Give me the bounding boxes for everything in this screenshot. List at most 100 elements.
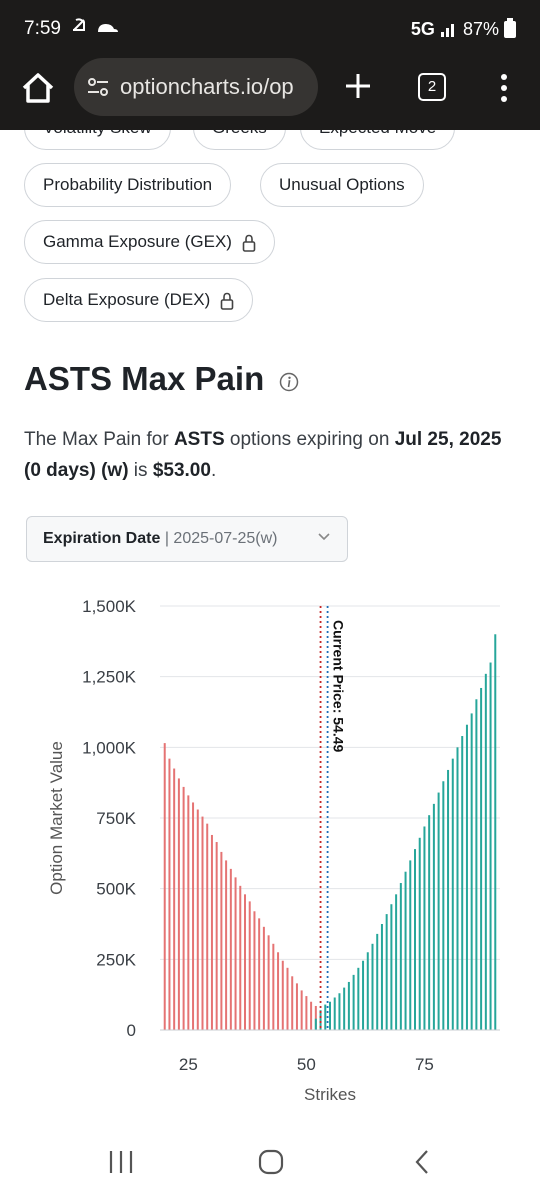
- chip-label: Delta Exposure (DEX): [43, 290, 211, 309]
- call-bar: [319, 1010, 322, 1030]
- put-bar: [168, 758, 171, 1030]
- more-menu-icon[interactable]: [492, 70, 516, 106]
- back-icon[interactable]: [412, 1149, 432, 1175]
- chip-gamma-exposure[interactable]: Gamma Exposure (GEX): [24, 220, 275, 264]
- put-bar: [281, 960, 284, 1030]
- call-bar: [432, 803, 435, 1030]
- y-tick-label: 1,500K: [82, 597, 137, 616]
- put-bar: [272, 943, 275, 1030]
- call-bar: [442, 781, 445, 1030]
- signal-icon: [440, 24, 454, 37]
- info-icon[interactable]: [279, 372, 299, 392]
- expiration-separator: |: [164, 530, 174, 547]
- put-bar: [267, 935, 270, 1030]
- desc-mid: options expiring on: [224, 429, 395, 450]
- call-bar: [343, 987, 346, 1030]
- call-bar: [357, 967, 360, 1030]
- call-bar: [380, 924, 383, 1030]
- call-bar: [451, 758, 454, 1030]
- call-bar: [347, 981, 350, 1030]
- put-bar: [248, 901, 251, 1030]
- y-axis-title: Option Market Value: [47, 741, 66, 895]
- put-bar: [277, 952, 280, 1030]
- put-bar: [210, 834, 213, 1030]
- call-bar: [362, 960, 365, 1030]
- put-bar: [163, 743, 166, 1030]
- call-bar: [418, 837, 421, 1030]
- put-bar: [225, 860, 228, 1030]
- chip-probability-distribution[interactable]: Probability Distribution: [24, 163, 232, 207]
- recent-apps-icon[interactable]: [108, 1149, 134, 1175]
- expiration-date-select[interactable]: Expiration Date | 2025-07-25(w): [26, 516, 348, 562]
- chip-unusual-options[interactable]: Unusual Options: [260, 163, 424, 207]
- call-bar: [437, 792, 440, 1030]
- desc-pre: The Max Pain for: [24, 429, 174, 450]
- current-price-label: Current Price: 54.49: [331, 620, 347, 752]
- y-tick-label: 250K: [96, 950, 136, 969]
- put-bar: [173, 768, 176, 1030]
- home-nav-icon[interactable]: [258, 1149, 284, 1175]
- status-bar: 7:59 5G 87%: [0, 0, 540, 58]
- put-bar: [220, 851, 223, 1030]
- y-tick-label: 0: [127, 1021, 136, 1040]
- call-bar: [329, 1001, 331, 1030]
- home-icon[interactable]: [18, 68, 58, 108]
- call-bar: [338, 993, 341, 1030]
- new-tab-icon[interactable]: [338, 66, 378, 106]
- put-bar: [201, 816, 204, 1030]
- call-bar: [447, 769, 450, 1030]
- put-bar: [215, 842, 218, 1030]
- call-bar: [324, 1004, 327, 1030]
- notification-icons: [70, 16, 122, 44]
- max-pain-chart: 0 250K 500K 750K 1,000K 1,250K 1,500K 25 50 75 Cur…: [47, 597, 500, 1104]
- put-bar: [229, 868, 232, 1030]
- call-bar: [484, 673, 487, 1030]
- put-bar: [258, 918, 261, 1030]
- put-bar: [305, 996, 308, 1030]
- call-bar: [428, 815, 431, 1030]
- page-title: ASTS Max Pain: [24, 360, 265, 397]
- call-bar: [376, 933, 379, 1030]
- address-bar[interactable]: optioncharts.io/op: [74, 58, 318, 116]
- put-bar: [187, 795, 190, 1030]
- put-bar: [192, 802, 195, 1030]
- max-pain-description: The Max Pain for ASTS options expiring o…: [24, 424, 516, 486]
- call-bar: [385, 914, 388, 1030]
- x-axis-title: Strikes: [304, 1085, 356, 1104]
- desc-is: is: [128, 460, 153, 481]
- call-bar: [470, 713, 473, 1030]
- y-tick-label: 1,250K: [82, 668, 137, 687]
- put-bar: [239, 885, 242, 1030]
- put-bar: [244, 894, 246, 1030]
- chip-label: Gamma Exposure (GEX): [43, 232, 232, 251]
- put-bar: [310, 1001, 313, 1030]
- chip-delta-exposure[interactable]: Delta Exposure (DEX): [24, 278, 254, 322]
- put-bar: [291, 976, 294, 1030]
- call-bar: [314, 1018, 317, 1030]
- put-bar: [262, 926, 265, 1030]
- call-bar: [399, 883, 402, 1030]
- put-bar: [182, 786, 185, 1030]
- desc-ticker: ASTS: [173, 429, 225, 450]
- put-bar: [314, 1005, 317, 1030]
- put-bar: [286, 967, 289, 1030]
- call-bar: [352, 974, 355, 1030]
- desc-end: .: [210, 460, 217, 481]
- url-text[interactable]: optioncharts.io/op: [120, 74, 294, 99]
- tab-switcher-button[interactable]: 2: [418, 73, 446, 101]
- battery-icon: [504, 18, 516, 38]
- put-bar: [177, 778, 180, 1030]
- call-bar: [465, 724, 468, 1030]
- call-bar: [409, 860, 412, 1030]
- call-bar: [480, 687, 483, 1030]
- call-bar: [333, 997, 336, 1030]
- put-bar: [300, 990, 303, 1030]
- y-tick-label: 500K: [96, 880, 136, 899]
- expiration-value: 2025-07-25(w): [173, 530, 278, 547]
- call-bar: [366, 952, 369, 1030]
- mute-and-cloud-icon: [73, 18, 118, 32]
- site-settings-icon[interactable]: [86, 75, 110, 99]
- call-bar: [489, 662, 492, 1030]
- put-bar: [234, 877, 237, 1030]
- call-bar: [494, 634, 497, 1030]
